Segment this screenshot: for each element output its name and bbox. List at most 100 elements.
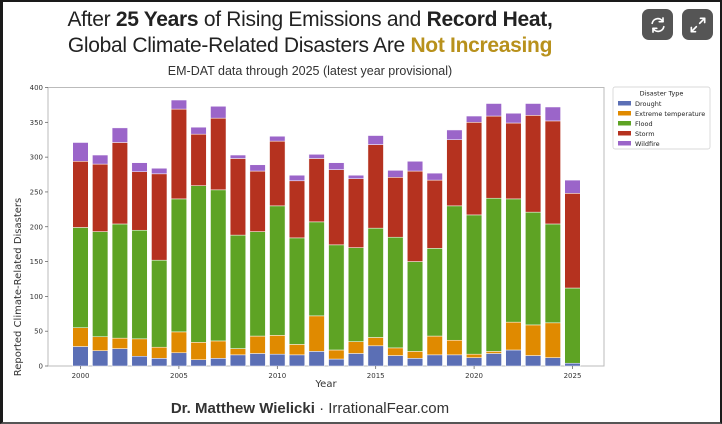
y-tick-label: 50: [34, 328, 43, 336]
legend-label-storm: Storm: [635, 130, 655, 138]
bar-segment-flood: [151, 259, 168, 348]
y-tick-label: 150: [30, 258, 43, 266]
bar-stack-2004: [151, 168, 168, 367]
bar-segment-extreme-temperature: [269, 335, 286, 355]
y-tick-label: 400: [30, 84, 43, 92]
title-text: After: [67, 8, 116, 31]
y-tick-label: 100: [30, 293, 43, 301]
bar-segment-extreme-temperature: [466, 353, 483, 358]
bar-segment-drought: [131, 356, 148, 367]
bar-stack-2011: [288, 174, 305, 367]
bar-segment-extreme-temperature: [190, 342, 207, 360]
x-tick-label: 2020: [465, 372, 483, 380]
bar-segment-flood: [111, 223, 128, 339]
bar-segment-flood: [210, 189, 227, 342]
bar-segment-extreme-temperature: [505, 321, 522, 351]
bar-segment-wildfire: [328, 162, 345, 170]
bar-segment-flood: [288, 237, 305, 345]
refresh-icon: [650, 16, 665, 33]
chart-subtitle: EM-DAT data through 2025 (latest year pr…: [167, 64, 453, 78]
bar-segment-drought: [170, 352, 187, 367]
bar-segment-extreme-temperature: [407, 351, 424, 359]
bar-segment-drought: [151, 358, 168, 367]
bar-segment-flood: [249, 231, 266, 337]
bar-segment-wildfire: [210, 106, 227, 119]
author-name: Dr. Matthew Wielicki: [170, 400, 315, 417]
bar-segment-drought: [407, 358, 424, 367]
bar-stack-2017: [407, 161, 424, 367]
bar-segment-storm: [308, 158, 325, 223]
bar-segment-storm: [348, 178, 365, 248]
footer-credit: Dr. Matthew Wielicki · IrrationalFear.co…: [0, 400, 620, 417]
legend-label-drought: Drought: [635, 100, 662, 108]
bar-segment-flood: [229, 234, 246, 349]
bar-segment-extreme-temperature: [210, 340, 227, 359]
bar-stack-2003: [131, 162, 148, 367]
bar-stack-2001: [92, 154, 109, 367]
bar-segment-flood: [387, 236, 404, 349]
bar-segment-drought: [308, 351, 325, 367]
y-tick-label: 300: [30, 154, 43, 162]
bar-segment-wildfire: [348, 174, 365, 179]
bar-segment-storm: [387, 177, 404, 238]
bar-segment-flood: [328, 244, 345, 351]
bar-segment-storm: [544, 120, 561, 225]
legend-box: [612, 86, 711, 150]
bar-segment-storm: [170, 108, 187, 200]
bar-segment-extreme-temperature: [525, 324, 542, 356]
title-emphasis: 25 Years: [115, 8, 199, 31]
bar-segment-drought: [249, 353, 266, 367]
bar-segment-flood: [564, 287, 581, 364]
bar-segment-extreme-temperature: [151, 346, 168, 359]
bar-segment-wildfire: [72, 142, 89, 162]
x-tick-label: 2000: [72, 372, 90, 380]
expand-button[interactable]: [682, 9, 713, 40]
refresh-button[interactable]: [642, 9, 673, 40]
bar-stack-2024: [544, 106, 561, 367]
bar-segment-drought: [229, 354, 246, 367]
bar-segment-drought: [190, 359, 207, 367]
bar-segment-flood: [131, 229, 148, 340]
bar-segment-wildfire: [151, 168, 168, 175]
x-tick-label: 2025: [564, 372, 582, 380]
bar-stack-2013: [328, 162, 345, 367]
bar-stack-2022: [505, 113, 522, 367]
bar-segment-flood: [190, 185, 207, 343]
y-axis-label: Reported Climate-Related Disasters: [13, 198, 24, 377]
bar-segment-drought: [446, 354, 463, 367]
expand-icon: [690, 17, 705, 32]
bar-stack-2016: [387, 170, 404, 367]
bar-segment-drought: [387, 355, 404, 367]
bar-segment-flood: [170, 198, 187, 333]
y-tick-label: 0: [39, 363, 43, 371]
bar-stack-2005: [170, 99, 187, 367]
bar-segment-wildfire: [269, 135, 286, 142]
bar-segment-extreme-temperature: [229, 348, 246, 356]
bar-stack-2019: [446, 129, 463, 367]
bar-stack-2015: [367, 135, 384, 367]
bar-stack-2020: [466, 115, 483, 367]
bar-segment-drought: [485, 353, 502, 367]
bar-stack-2010: [269, 135, 286, 367]
bar-segment-extreme-temperature: [131, 338, 148, 357]
bar-segment-flood: [407, 261, 424, 352]
bar-stack-2007: [210, 106, 227, 367]
bar-stack-2000: [72, 142, 89, 367]
bar-segment-extreme-temperature: [92, 336, 109, 351]
bar-segment-storm: [426, 179, 443, 249]
bar-segment-wildfire: [288, 174, 305, 182]
legend-swatch-flood: [618, 121, 631, 126]
bar-stack-2025: [564, 179, 581, 367]
bar-segment-storm: [446, 139, 463, 207]
bar-segment-storm: [210, 117, 227, 191]
bar-segment-extreme-temperature: [308, 315, 325, 352]
x-tick-label: 2015: [367, 372, 385, 380]
bar-segment-drought: [426, 354, 443, 367]
bar-segment-storm: [249, 170, 266, 232]
bar-segment-drought: [210, 358, 227, 367]
legend-swatch-wildfire: [618, 141, 631, 146]
bar-segment-drought: [525, 355, 542, 367]
bar-segment-wildfire: [249, 164, 266, 172]
bar-segment-flood: [348, 247, 365, 342]
bar-segment-flood: [505, 198, 522, 323]
